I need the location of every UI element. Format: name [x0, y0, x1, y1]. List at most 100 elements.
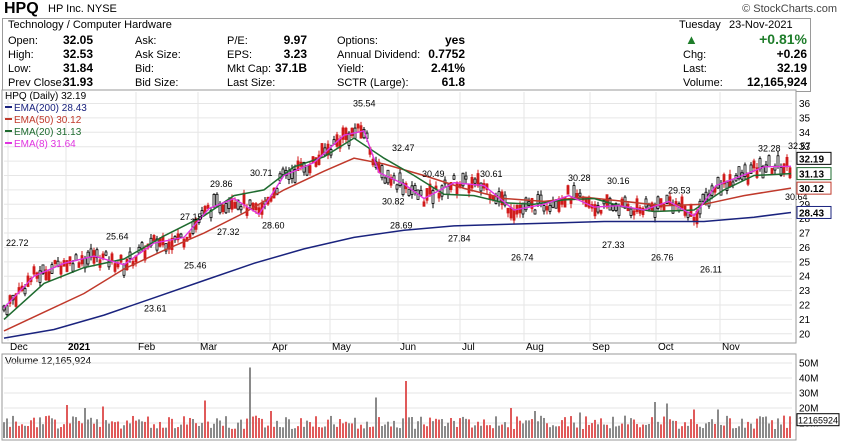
- candle-body: [77, 262, 81, 268]
- candle-body: [293, 169, 297, 183]
- volume-bar: [126, 420, 128, 438]
- price-annotation: 27.33: [602, 240, 625, 250]
- candle-body: [308, 165, 312, 174]
- candle-body: [506, 207, 510, 214]
- volume-bar: [204, 400, 206, 438]
- ema-lines: [3, 130, 792, 339]
- volume-bar: [414, 428, 416, 438]
- legend-price-label: HPQ (Daily) 32.19: [5, 91, 87, 102]
- volume-bar: [192, 419, 194, 438]
- volume-bar: [165, 427, 167, 438]
- candle-body: [578, 192, 582, 197]
- volume-bar: [156, 428, 158, 438]
- volume-bar: [168, 417, 170, 438]
- volume-bar: [633, 419, 635, 438]
- candle-body: [743, 164, 747, 177]
- candle-body: [764, 164, 768, 173]
- month-label: Sep: [592, 342, 610, 353]
- price-annotation: 30.71: [250, 168, 273, 178]
- ema50-tag-box: [796, 181, 832, 195]
- volume-bar: [588, 424, 590, 438]
- candle-body: [437, 193, 441, 199]
- pe-value: 9.97: [283, 33, 307, 47]
- volume-bar: [741, 418, 743, 438]
- candle-body: [605, 194, 609, 208]
- date-day: Tuesday: [679, 19, 721, 31]
- volume-bar: [183, 416, 185, 438]
- volume-bar: [111, 421, 113, 438]
- volume-bar: [531, 419, 533, 438]
- up-arrow-icon: ▲: [685, 32, 698, 47]
- volume-bar: [225, 416, 227, 438]
- options-label: Options:: [337, 35, 378, 47]
- candle-body: [419, 190, 423, 196]
- candle-body: [320, 143, 324, 156]
- volume-bar: [345, 421, 347, 438]
- volume-bar: [114, 422, 116, 438]
- candle-body: [248, 199, 252, 206]
- volume-bar: [243, 428, 245, 438]
- company-name: HP Inc. NYSE: [48, 3, 117, 15]
- candle-body: [548, 204, 552, 212]
- volume-bar: [81, 423, 83, 438]
- candle-body: [596, 205, 600, 213]
- volume-bar: [612, 416, 614, 438]
- candle-body: [125, 259, 129, 271]
- volume-bar: [264, 427, 266, 438]
- volume-bar: [456, 426, 458, 438]
- candle-body: [236, 199, 240, 210]
- volume-bar: [642, 424, 644, 438]
- volume-bar: [426, 426, 428, 438]
- volume-bar: [552, 425, 554, 438]
- volume-bar: [744, 427, 746, 438]
- volume-bar: [300, 418, 302, 438]
- volume-bar: [525, 420, 527, 438]
- volume-bar: [600, 418, 602, 438]
- volume-bar: [366, 421, 368, 438]
- price-tick-label: 36: [799, 99, 811, 110]
- price-tick-label: 21: [799, 315, 811, 326]
- candle-body: [188, 233, 192, 238]
- candle-body: [620, 198, 624, 206]
- volume-bar: [303, 426, 305, 438]
- candle-body: [14, 293, 18, 307]
- volume-bar: [696, 424, 698, 438]
- volume-bar: [468, 419, 470, 438]
- volume-bar: [609, 428, 611, 438]
- volume-bar: [54, 419, 56, 438]
- candle-body: [503, 194, 507, 206]
- volume-bar: [549, 427, 551, 438]
- volume-bar: [405, 381, 407, 438]
- volume-bar: [657, 421, 659, 438]
- volume-bar: [597, 424, 599, 438]
- candle-body: [536, 194, 540, 205]
- legend-ema8-label: EMA(8) 31.64: [14, 139, 76, 150]
- volume-bar: [189, 417, 191, 438]
- volume-bar: [30, 420, 32, 438]
- volume-bar: [393, 420, 395, 438]
- price-annotation: 30.49: [422, 169, 445, 179]
- volume-bar: [330, 415, 332, 438]
- candle-body: [32, 266, 36, 275]
- volume-bar: [564, 417, 566, 438]
- candle-body: [341, 127, 345, 140]
- volume-bar: [309, 422, 311, 438]
- volume-bar: [543, 417, 545, 438]
- volume-bar: [540, 415, 542, 438]
- candle-body: [317, 154, 321, 165]
- volume-bar: [771, 420, 773, 438]
- candle-body: [692, 216, 696, 222]
- candle-body: [641, 207, 645, 216]
- volume-bar: [354, 417, 356, 438]
- candle-body: [287, 170, 291, 180]
- volume-bar: [18, 425, 20, 438]
- price-annotation: 30.82: [382, 196, 405, 206]
- volume-bar: [438, 419, 440, 438]
- volume-bar: [279, 427, 281, 438]
- month-label: 2021: [68, 342, 91, 353]
- volume-bar: [63, 424, 65, 438]
- volume-bar: [15, 421, 17, 438]
- candle-body: [5, 305, 9, 315]
- volume-bar: [723, 425, 725, 438]
- open-value: 32.05: [62, 33, 93, 47]
